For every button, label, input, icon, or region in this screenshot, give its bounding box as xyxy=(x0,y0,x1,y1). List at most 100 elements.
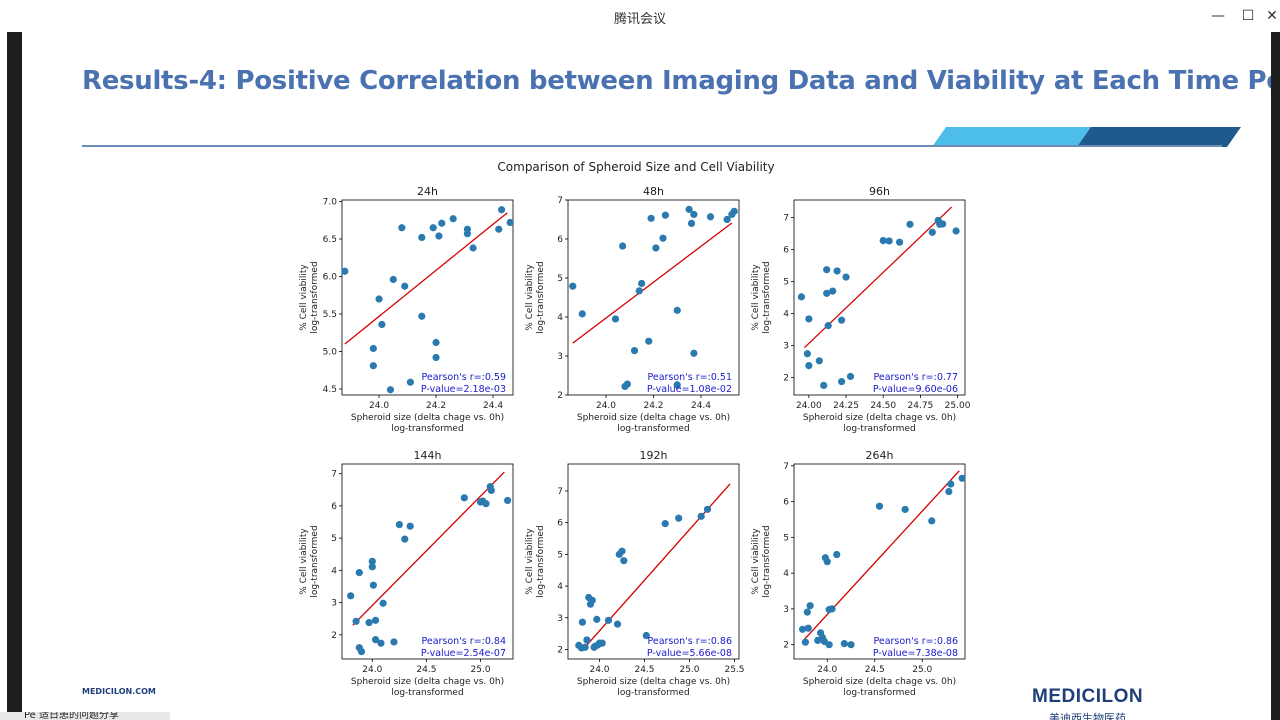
data-point xyxy=(895,238,904,246)
x-axis-label: Spheroid size (delta chage vs. 0h) log-tr… xyxy=(577,677,730,698)
data-point xyxy=(805,315,813,323)
data-point xyxy=(837,316,846,324)
data-point xyxy=(487,486,495,495)
regression-line xyxy=(352,471,505,626)
data-point xyxy=(673,306,681,314)
scatter-panel: 24h 24.0 24.2 24.4 4.5 5.0 5.5 6.0 6.5 7.0 Spheroi… xyxy=(299,185,514,434)
x-tick-label: 25.00 xyxy=(945,401,971,411)
data-point xyxy=(377,639,385,647)
data-point xyxy=(823,289,831,297)
window-title: 腾讯会议 xyxy=(613,12,666,27)
y-axis-label: % Cell viabilitylog-transformed xyxy=(751,261,772,333)
x-axis-label: Spheroid size (delta chage vs. 0h) log-tr… xyxy=(351,677,504,698)
close-button[interactable]: ✕ xyxy=(1266,8,1278,24)
data-point xyxy=(386,386,395,394)
data-point xyxy=(730,207,738,215)
y-axis-label: % Cell viabilitylog-transformed xyxy=(525,525,546,597)
data-point xyxy=(569,282,577,290)
x-tick-label: 24.5 xyxy=(865,665,885,675)
data-point xyxy=(588,596,596,604)
y-axis-label: % Cell viabilitylog-transformed xyxy=(299,261,320,333)
minimize-button[interactable]: — xyxy=(1211,8,1225,24)
x-tick-label: 24.2 xyxy=(426,401,446,411)
y-tick-label: 6.0 xyxy=(323,273,338,283)
data-point xyxy=(611,315,620,323)
data-point xyxy=(823,266,831,274)
data-point xyxy=(947,480,955,488)
plot-frame xyxy=(567,463,740,660)
x-tick-label: 24.5 xyxy=(634,665,654,675)
x-tick-label: 24.4 xyxy=(691,401,711,411)
company-logo-subtitle: 美迪西生物医药 xyxy=(1049,712,1126,720)
pearson-annotation: Pearson's r=:0.77 xyxy=(873,372,958,383)
y-tick-label: 3 xyxy=(557,352,563,362)
p-value-annotation: P-value=1.08e-02 xyxy=(647,384,732,395)
data-point xyxy=(578,310,586,318)
data-point xyxy=(371,636,380,644)
y-tick-label: 4 xyxy=(331,566,337,576)
y-tick-label: 2 xyxy=(783,373,789,383)
y-tick-label: 7 xyxy=(557,487,563,497)
data-point xyxy=(661,211,669,219)
x-tick-label: 24.0 xyxy=(596,401,616,411)
data-point xyxy=(375,295,383,303)
data-point xyxy=(824,322,832,330)
data-point xyxy=(583,636,591,644)
data-point xyxy=(833,267,841,275)
y-tick-label: 6 xyxy=(331,502,337,512)
data-point xyxy=(638,279,646,288)
title-rule xyxy=(82,145,1222,147)
x-tick-label: 24.4 xyxy=(483,401,503,411)
x-tick-label: 25.0 xyxy=(912,665,932,675)
slide-title: Results-4: Positive Correlation between … xyxy=(82,66,1271,96)
data-point xyxy=(842,273,850,281)
data-point xyxy=(581,643,589,651)
x-axis-label: Spheroid size (delta chage vs. 0h) log-tr… xyxy=(803,677,956,698)
data-point xyxy=(928,228,936,236)
x-tick-label: 25.5 xyxy=(724,665,744,675)
data-point xyxy=(847,641,855,649)
data-point xyxy=(429,224,437,232)
data-point xyxy=(369,344,377,353)
maximize-button[interactable]: ☐ xyxy=(1241,8,1255,24)
plot-frame xyxy=(341,463,514,660)
data-point xyxy=(432,353,440,362)
data-point xyxy=(578,618,587,626)
y-tick-label: 6 xyxy=(783,498,789,508)
plot-frame xyxy=(567,199,740,396)
data-point xyxy=(495,225,503,233)
data-point xyxy=(798,625,807,633)
p-value-annotation: P-value=2.54e-07 xyxy=(421,648,506,659)
data-point xyxy=(406,522,414,530)
data-point xyxy=(613,620,622,628)
data-point xyxy=(618,547,626,555)
data-point xyxy=(797,293,806,301)
taskbar-item[interactable]: Pe 适日患的问题分享 xyxy=(0,712,170,720)
scatter-panel: 48h 24.0 24.2 24.4 2 3 4 5 6 7 Spheroid size (delt… xyxy=(525,185,740,434)
data-point xyxy=(879,236,887,245)
panel-title: 144h xyxy=(414,449,442,462)
data-point xyxy=(825,641,833,649)
footer-url: MEDICILON.COM xyxy=(82,687,156,696)
data-point xyxy=(673,381,681,389)
y-tick-label: 3 xyxy=(783,605,789,615)
data-point xyxy=(378,320,386,329)
pearson-annotation: Pearson's r=:0.86 xyxy=(647,636,732,647)
panel-title: 48h xyxy=(643,185,664,198)
y-tick-label: 2 xyxy=(331,631,337,641)
data-point xyxy=(347,592,355,600)
x-axis-label: Spheroid size (delta chage vs. 0h) log-tr… xyxy=(803,413,956,434)
y-tick-label: 3 xyxy=(557,614,563,624)
x-axis-label: Spheroid size (delta chage vs. 0h) log-tr… xyxy=(577,413,730,434)
y-tick-label: 7 xyxy=(783,214,789,224)
data-point xyxy=(906,220,914,228)
figure-suptitle: Comparison of Spheroid Size and Cell Via… xyxy=(497,160,774,174)
p-value-annotation: P-value=2.18e-03 xyxy=(421,384,506,395)
data-point xyxy=(706,213,715,221)
data-point xyxy=(803,608,811,616)
data-point xyxy=(945,487,953,496)
company-logo: MEDICILON xyxy=(1032,686,1144,707)
data-point xyxy=(620,557,628,565)
y-tick-label: 5 xyxy=(331,534,337,544)
data-point xyxy=(619,242,627,250)
